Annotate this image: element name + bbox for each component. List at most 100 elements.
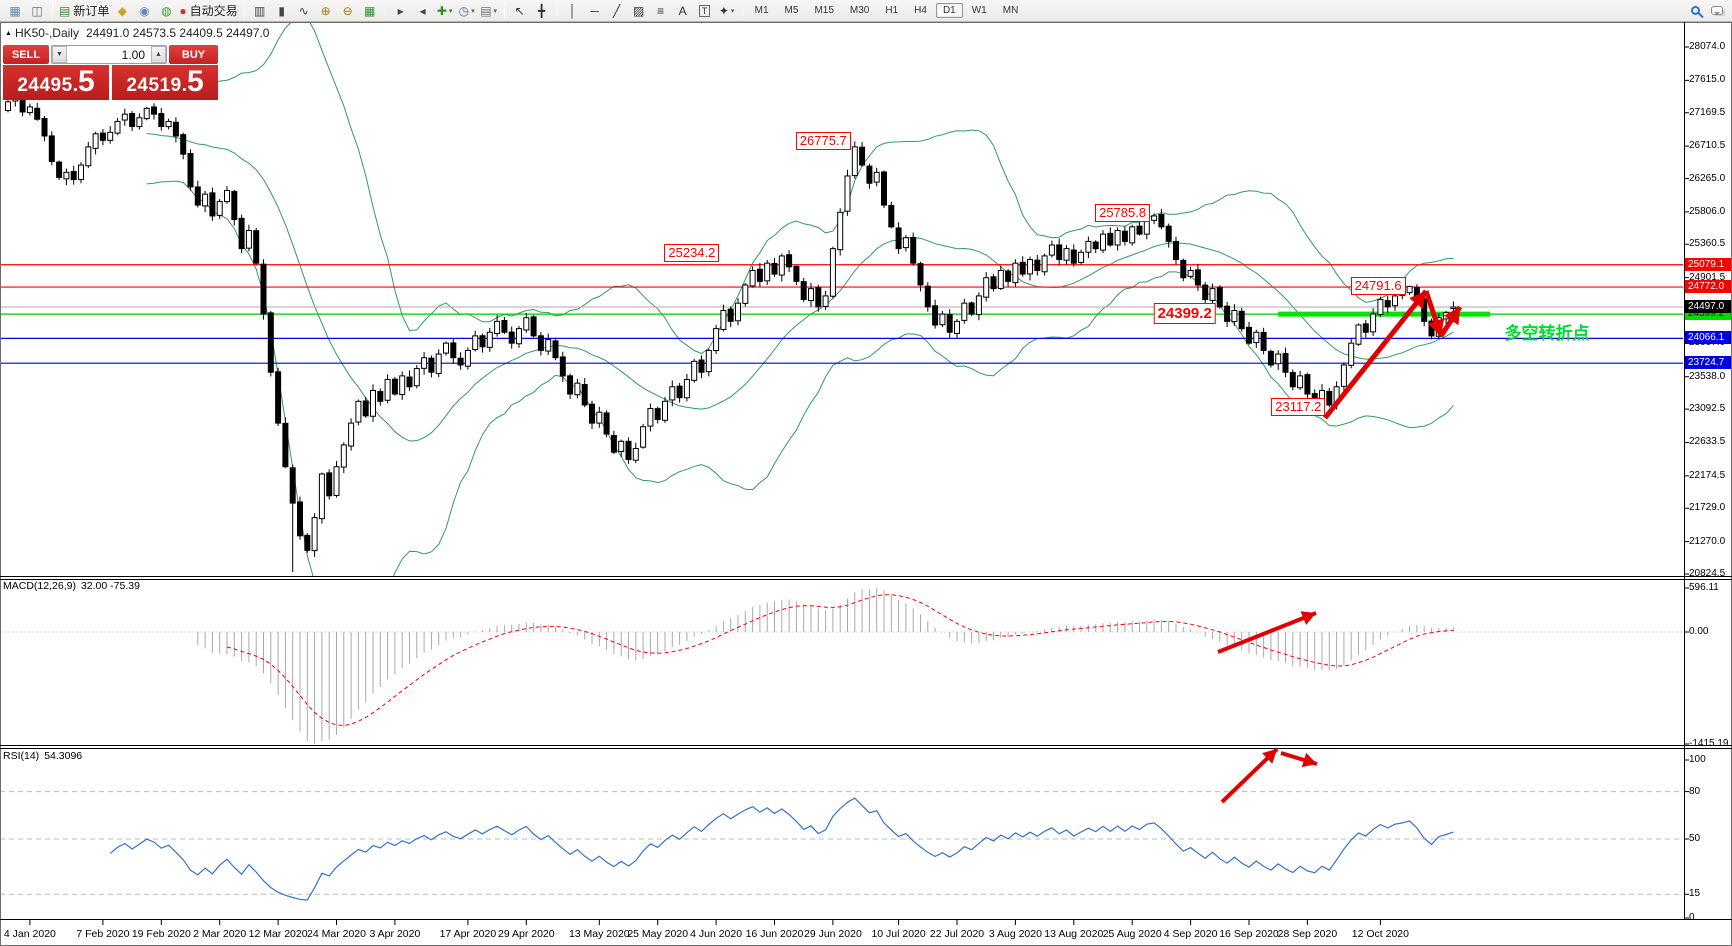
chart-shift-icon[interactable]: ◂ xyxy=(413,2,433,20)
macd-layer xyxy=(1,588,1683,744)
line-chart-icon-icon: ∿ xyxy=(298,3,309,18)
text-icon[interactable]: A xyxy=(673,2,693,20)
shapes-dropdown[interactable]: ✦ ▾ xyxy=(717,2,737,20)
chart-collapse-icon[interactable]: ▲ xyxy=(5,30,12,37)
tile-windows-icon-icon: ▦ xyxy=(363,3,376,18)
shapes-icon: ✦ xyxy=(718,3,729,18)
date-label: 2 Mar 2020 xyxy=(193,928,247,940)
timeframe-button-m30[interactable]: M30 xyxy=(849,5,870,16)
signals-icon-icon: ◍ xyxy=(161,3,172,18)
chart-shift-icon-icon: ◂ xyxy=(419,3,426,18)
equidistant-channel-icon[interactable]: ▨ xyxy=(629,2,649,20)
volume-increase-button[interactable]: ▲ xyxy=(151,46,166,63)
new-chart-icon[interactable]: ▦ xyxy=(5,2,25,20)
price-axis-tick-label: 21729.0 xyxy=(1689,502,1726,514)
vertical-line-icon[interactable]: │ xyxy=(563,2,583,20)
date-label: 13 May 2020 xyxy=(568,928,630,940)
rsi-name: RSI(14) xyxy=(3,750,40,762)
horizontal-line-icon[interactable]: ─ xyxy=(585,2,605,20)
mql-editor-icon[interactable]: ◆ xyxy=(112,2,132,20)
timeframe-button-h4[interactable]: H4 xyxy=(914,5,927,16)
bar-chart-icon[interactable]: ▥ xyxy=(250,2,270,20)
price-axis-tick-label: 26710.5 xyxy=(1689,140,1726,152)
autotrade-button-label: 自动交易 xyxy=(189,4,238,18)
toolbar-separator xyxy=(52,2,53,19)
timeframe-button-mn[interactable]: MN xyxy=(1002,5,1019,16)
sell-price[interactable]: 24495. 5 xyxy=(3,65,109,100)
profiles-icon[interactable]: ◫ xyxy=(27,2,47,20)
zoom-in-icon[interactable]: ⊕ xyxy=(316,2,336,20)
chevron-down-icon: ▾ xyxy=(448,7,453,15)
new-chart-icon-icon: ▦ xyxy=(9,3,21,18)
label-icon[interactable]: T xyxy=(695,2,715,20)
zoom-out-icon[interactable]: ⊖ xyxy=(338,2,358,20)
templates-icon: ▤ xyxy=(480,3,492,18)
tile-windows-icon[interactable]: ▦ xyxy=(360,2,380,20)
chevron-down-icon: ▾ xyxy=(730,7,735,15)
candles-layer xyxy=(5,91,1457,573)
price-callout: 26775.7 xyxy=(795,132,851,151)
date-label: 7 Feb 2020 xyxy=(76,928,130,940)
sell-price-dot: . xyxy=(72,75,78,96)
experts-icon[interactable]: ◉ xyxy=(134,2,154,20)
zoom-out-icon-icon: ⊖ xyxy=(342,3,353,18)
macd-values: 32.00 -75.39 xyxy=(80,580,140,592)
toolbar-separator xyxy=(384,2,386,19)
toolbar: ▦ ◫ ▤ 新订单 ◆ ◉ ◍ ● 自动交易 ▥ ▮ ∿ ⊕ ⊖ ▦ ▸ ◂ ✚ ▾ ◷ ▾ ▤ ▾ ↖ ╋ │ ─ ╱ ▨ ≡ A T ✦ ▾ M… xyxy=(0,0,1732,22)
volume-value[interactable]: 1.00 xyxy=(121,47,145,62)
buy-price-pip: 5 xyxy=(186,65,204,98)
mql-editor-icon-icon: ◆ xyxy=(117,3,127,18)
new-order-button-label: 新订单 xyxy=(73,4,110,18)
label-icon-icon: T xyxy=(698,4,711,17)
toolbar-separator xyxy=(243,2,245,19)
price-axis-tick-label: 22633.5 xyxy=(1689,436,1726,448)
timeframe-button-w1[interactable]: W1 xyxy=(971,5,987,16)
chinese-annotation: 多空转折点 xyxy=(1504,324,1590,344)
crosshair-icon[interactable]: ╋ xyxy=(532,2,552,20)
timeframe-button-m1[interactable]: M1 xyxy=(754,5,769,16)
date-label: 12 Mar 2020 xyxy=(248,928,308,940)
autotrade-icon: ● xyxy=(179,3,187,18)
candlestick-chart-icon[interactable]: ▮ xyxy=(272,2,292,20)
price-axis-tick-label: 25806.0 xyxy=(1689,205,1726,217)
templates-dropdown[interactable]: ▤ ▾ xyxy=(479,2,499,20)
chat-icon[interactable] xyxy=(1707,2,1727,20)
sell-button[interactable]: SELL xyxy=(3,45,49,64)
buy-button[interactable]: BUY xyxy=(169,45,218,64)
date-label: 13 Aug 2020 xyxy=(1044,928,1104,940)
macd-name: MACD(12,26,9) xyxy=(3,580,76,592)
periods-dropdown[interactable]: ◷ ▾ xyxy=(457,2,477,20)
line-chart-icon[interactable]: ∿ xyxy=(294,2,314,20)
trendline-icon-icon: ╱ xyxy=(613,3,621,18)
search-icon[interactable] xyxy=(1685,2,1705,20)
date-label: 29 Apr 2020 xyxy=(497,928,555,940)
timeframe-button-d1[interactable]: D1 xyxy=(935,3,963,18)
buy-price[interactable]: 24519. 5 xyxy=(112,65,218,100)
price-axis-tag: 24497.0 xyxy=(1685,300,1731,314)
cursor-icon[interactable]: ↖ xyxy=(510,2,530,20)
trendline-icon[interactable]: ╱ xyxy=(607,2,627,20)
zoom-in-icon-icon: ⊕ xyxy=(320,3,331,18)
new-order-button[interactable]: ▤ 新订单 xyxy=(58,2,110,20)
chevron-down-icon: ▾ xyxy=(471,7,475,15)
timeframe-button-m15[interactable]: M15 xyxy=(814,5,834,16)
search-icon xyxy=(1690,6,1700,15)
volume-stepper: ▼ 1.00 ▲ xyxy=(51,45,167,64)
sell-price-pip: 5 xyxy=(77,65,95,98)
rsi-layer xyxy=(1,791,1683,901)
signals-icon[interactable]: ◍ xyxy=(156,2,176,20)
date-label: 29 Jun 2020 xyxy=(803,928,862,940)
rsi-value: 54.3096 xyxy=(44,750,83,762)
rsi-axis-tick-label: 50 xyxy=(1689,833,1701,844)
volume-decrease-button[interactable]: ▼ xyxy=(52,46,67,63)
fibonacci-icon[interactable]: ≡ xyxy=(651,2,671,20)
macd-signal-line xyxy=(226,594,1454,727)
timeframe-button-h1[interactable]: H1 xyxy=(885,5,899,16)
indicators-dropdown[interactable]: ✚ ▾ xyxy=(435,2,455,20)
autotrade-button[interactable]: ● 自动交易 xyxy=(178,2,238,20)
date-label: 4 Jan 2020 xyxy=(3,928,56,940)
price-axis-tick-label: 25360.5 xyxy=(1689,238,1726,250)
auto-scroll-icon[interactable]: ▸ xyxy=(391,2,411,20)
timeframe-button-m5[interactable]: M5 xyxy=(784,5,799,16)
